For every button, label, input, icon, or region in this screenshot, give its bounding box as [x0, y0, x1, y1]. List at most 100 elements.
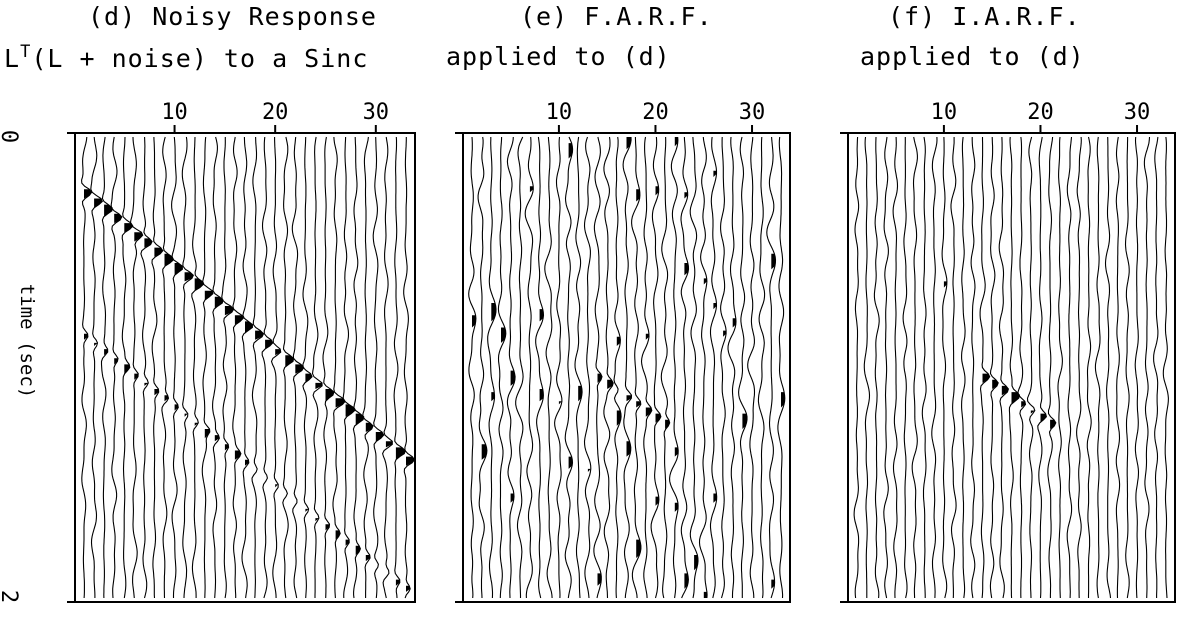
- panel-d-trace-fill-18: [255, 330, 264, 340]
- panel-e-trace-fill-17: [626, 137, 632, 457]
- panel-e-trace-fill-5: [510, 370, 516, 503]
- panel-d-trace-32: [393, 136, 406, 599]
- panel-d-trace-fill-32: [395, 447, 406, 586]
- panel-d-trace-fill-14: [214, 296, 223, 442]
- panel-d-trace-27: [342, 136, 356, 599]
- panel-e-frame: [462, 132, 791, 603]
- panel-f-trace-fill-21: [1050, 419, 1056, 429]
- panel-f-trace-1: [853, 136, 860, 599]
- panel-e-title-line2: applied to (d): [446, 42, 671, 71]
- panel-f-trace-19: [1026, 136, 1036, 599]
- panel-d-trace-15: [221, 137, 235, 599]
- panel-d-trace-fill-17: [245, 321, 253, 466]
- panel-d-title-line1: (d) Noisy Response: [88, 2, 377, 31]
- panel-e-trace-25: [698, 136, 708, 599]
- panel-e-trace-fill-13: [587, 468, 591, 472]
- panel-e-trace-12: [574, 136, 583, 599]
- panel-d-trace-9: [161, 136, 174, 599]
- panel-e-trace-24: [689, 136, 699, 599]
- panel-e-trace-19: [640, 136, 653, 599]
- panel-d-title-rest: (L + noise) to a Sinc: [31, 44, 369, 73]
- panel-e-trace-26: [709, 136, 718, 599]
- panel-d-trace-25: [322, 136, 335, 599]
- panel-e-trace-3: [487, 137, 497, 599]
- panel-d-trace-fill-20: [275, 349, 281, 488]
- panel-e-xtick-label-10: 10: [546, 100, 573, 125]
- panel-e-trace-4: [497, 136, 507, 599]
- panel-d-trace-fill-22: [295, 364, 304, 374]
- panel-d-trace-26: [332, 136, 346, 599]
- panel-d-trace-fill-26: [335, 398, 346, 540]
- panel-d-trace-23: [302, 136, 313, 599]
- panel-e-trace-20: [650, 136, 662, 599]
- panel-e-trace-28: [727, 136, 737, 598]
- panel-d-trace-fill-31: [385, 441, 393, 448]
- panel-d-trace-fill-23: [305, 373, 312, 512]
- panel-e-trace-23: [680, 136, 690, 599]
- panel-e-trace-30: [747, 136, 756, 599]
- panel-f-trace-33: [1162, 136, 1169, 599]
- panel-e-trace-18: [631, 136, 642, 599]
- panel-f-title-line2: applied to (d): [860, 42, 1085, 71]
- panel-f-trace-18: [1017, 136, 1027, 599]
- panel-f-trace-4: [883, 136, 889, 599]
- panel-f-trace-27: [1104, 136, 1112, 599]
- panel-e-trace-15: [603, 136, 614, 599]
- panel-e-trace-9: [544, 136, 553, 599]
- panel-f-trace-5: [892, 136, 899, 599]
- panel-f-trace-26: [1094, 136, 1101, 599]
- panel-d-trace-11: [181, 136, 194, 599]
- panel-d-trace-13: [201, 136, 214, 599]
- panel-d-title-line2: LT(L + noise) to a Sinc: [4, 42, 368, 73]
- panel-e-trace-8: [535, 136, 545, 599]
- panel-d-trace-fill-8: [154, 247, 163, 396]
- panel-d-trace-fill-10: [174, 263, 183, 411]
- panel-d-trace-12: [191, 136, 204, 598]
- panel-f-trace-6: [902, 137, 908, 599]
- panel-f-trace-21: [1047, 136, 1057, 598]
- panel-d-trace-5: [121, 136, 134, 599]
- panel-d-trace-18: [251, 136, 265, 599]
- panel-e-trace-14: [593, 136, 603, 599]
- panel-e-trace-6: [515, 136, 524, 598]
- panel-d-trace-fill-28: [355, 413, 364, 555]
- panel-f: 10 20 30: [840, 100, 1176, 603]
- panel-e-trace-32: [766, 136, 777, 599]
- panel-e-trace-1: [468, 136, 477, 599]
- panel-e-trace-27: [720, 136, 727, 599]
- panel-f-trace-fill-17: [1011, 392, 1020, 405]
- panel-f-trace-fill-16: [1001, 385, 1009, 396]
- panel-d-trace-fill-30: [375, 432, 384, 442]
- panel-d: 10 20 30: [67, 100, 416, 603]
- panel-e-trace-fill-27: [723, 330, 727, 337]
- panel-f-frame: [847, 132, 1176, 603]
- panel-e-trace-2: [477, 136, 488, 599]
- panel-f-trace-fill-14: [982, 373, 990, 383]
- panel-e-xtick-label-20: 20: [642, 100, 669, 125]
- panel-f-trace-14: [979, 137, 991, 599]
- panel-d-trace-21: [282, 136, 295, 599]
- panel-e-trace-fill-15: [607, 379, 614, 389]
- panel-f-trace-8: [921, 136, 927, 598]
- panel-d-trace-7: [140, 136, 153, 599]
- panel-e-trace-fill-7: [529, 186, 534, 193]
- panel-f-trace-24: [1076, 136, 1082, 599]
- panel-f-trace-10: [941, 136, 948, 599]
- panel-d-trace-33: [403, 137, 416, 599]
- panel-e-trace-fill-23: [684, 192, 689, 589]
- panel-e-trace-7: [524, 136, 534, 599]
- panel-d-title-L: L: [4, 44, 21, 73]
- panel-f-xtick-label-10: 10: [931, 100, 958, 125]
- panel-f-trace-31: [1143, 136, 1151, 599]
- panel-f-trace-fill-18: [1021, 401, 1026, 408]
- panel-d-frame: [74, 132, 416, 603]
- panel-f-trace-28: [1115, 136, 1121, 599]
- panel-f-trace-32: [1153, 136, 1159, 598]
- panel-f-trace-22: [1057, 136, 1063, 599]
- panel-d-trace-4: [110, 136, 123, 599]
- panel-d-trace-19: [261, 136, 274, 599]
- panel-d-trace-14: [212, 136, 224, 599]
- panel-e: 10 20 30: [455, 100, 791, 603]
